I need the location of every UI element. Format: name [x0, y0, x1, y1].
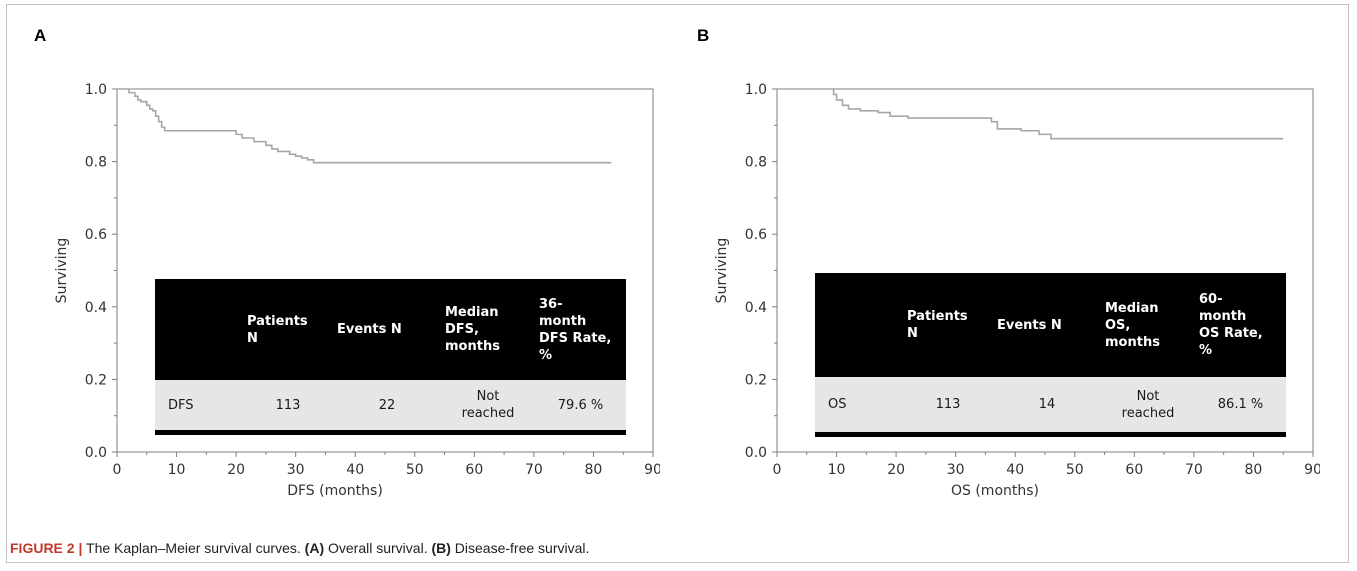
- y-axis-title: Surviving: [54, 238, 70, 304]
- dfs-summary-table: Patients N Events N Median DFS, months 3…: [155, 279, 626, 435]
- table-header-row: Patients N Events N Median OS, months 60…: [815, 273, 1286, 377]
- y-tick-label: 0.4: [85, 300, 107, 316]
- os-summary-table: Patients N Events N Median OS, months 60…: [815, 273, 1286, 437]
- x-tick-label: 90: [644, 462, 660, 478]
- panel-letter-a: A: [34, 26, 47, 45]
- x-tick-label: 80: [585, 462, 603, 478]
- table-header-events: Events N: [993, 273, 1101, 377]
- y-tick-label: 0.6: [85, 227, 107, 243]
- dfs-survival-curve: [122, 88, 612, 164]
- y-tick-label: 0.2: [85, 372, 107, 388]
- table-row: OS 113 14 Not reached 86.1 %: [815, 377, 1286, 432]
- table-header-events: Events N: [333, 279, 441, 380]
- panel-a: A 0.0 0.2 0.4 0.6 0.8 1.0 0 10 20 30 40 50 60 70 80 90 D…: [0, 0, 660, 520]
- caption-ref-a: (A): [304, 540, 325, 556]
- x-tick-label: 50: [406, 462, 424, 478]
- x-tick-label: 70: [1185, 462, 1203, 478]
- y-tick-label: 1.0: [745, 82, 767, 98]
- figure-caption: FIGURE 2 | The Kaplan–Meier survival cur…: [10, 540, 589, 556]
- table-bottom-rule: [815, 432, 1286, 437]
- table-cell-rate: 79.6 %: [535, 380, 626, 430]
- table-header-patients: Patients N: [903, 273, 993, 377]
- x-tick-label: 80: [1245, 462, 1263, 478]
- caption-text-2: Overall survival.: [324, 540, 432, 556]
- table-header-row: Patients N Events N Median DFS, months 3…: [155, 279, 626, 380]
- table-cell-patients: 113: [903, 377, 993, 432]
- caption-label: FIGURE 2 |: [10, 540, 83, 556]
- caption-ref-b: (B): [431, 540, 451, 556]
- table-header-patients: Patients N: [243, 279, 333, 380]
- km-plot-dfs: 0.0 0.2 0.4 0.6 0.8 1.0 0 10 20 30 40 50 60 70 80 90 DFS…: [54, 82, 660, 499]
- table-cell-events: 22: [333, 380, 441, 430]
- table-bottom-rule: [155, 430, 626, 435]
- km-plot-os: 0.0 0.2 0.4 0.6 0.8 1.0 0 10 20 30 40 50 60 70 80 90 OS …: [714, 82, 1320, 499]
- table-cell-events: 14: [993, 377, 1101, 432]
- table-header-median: Median DFS, months: [441, 279, 535, 380]
- table-cell-median: Not reached: [441, 380, 535, 430]
- x-tick-label: 0: [773, 462, 782, 478]
- table-header-blank: [155, 279, 243, 380]
- figure-frame: [6, 4, 1349, 563]
- y-tick-label: 1.0: [85, 82, 107, 98]
- table-cell-median: Not reached: [1101, 377, 1195, 432]
- x-tick-label: 0: [113, 462, 122, 478]
- table-header-rate: 36- month DFS Rate, %: [535, 279, 626, 380]
- y-tick-label: 0.4: [745, 300, 767, 316]
- y-tick-label: 0.0: [745, 445, 767, 461]
- table-cell-endpoint: OS: [815, 377, 903, 432]
- x-tick-label: 10: [168, 462, 186, 478]
- table-header-blank: [815, 273, 903, 377]
- y-tick-label: 0.6: [745, 227, 767, 243]
- x-axis-title: DFS (months): [287, 483, 383, 499]
- table-cell-endpoint: DFS: [155, 380, 243, 430]
- x-tick-label: 30: [947, 462, 965, 478]
- caption-text-3: Disease-free survival.: [450, 540, 590, 556]
- x-tick-label: 50: [1066, 462, 1084, 478]
- y-tick-label: 0.2: [745, 372, 767, 388]
- x-tick-label: 20: [227, 462, 245, 478]
- y-axis-title: Surviving: [714, 238, 730, 304]
- x-tick-label: 40: [1006, 462, 1024, 478]
- x-tick-label: 60: [1125, 462, 1143, 478]
- table-cell-rate: 86.1 %: [1195, 377, 1286, 432]
- caption-text-1: The Kaplan–Meier survival curves.: [82, 540, 305, 556]
- x-tick-label: 60: [465, 462, 483, 478]
- x-axis-title: OS (months): [951, 483, 1039, 499]
- table-row: DFS 113 22 Not reached 79.6 %: [155, 380, 626, 430]
- x-tick-label: 30: [287, 462, 305, 478]
- x-tick-label: 90: [1304, 462, 1320, 478]
- x-tick-label: 70: [525, 462, 543, 478]
- table-header-median: Median OS, months: [1101, 273, 1195, 377]
- x-tick-label: 10: [828, 462, 846, 478]
- y-tick-label: 0.8: [745, 155, 767, 171]
- os-survival-curve: [830, 88, 1284, 140]
- x-tick-label: 20: [887, 462, 905, 478]
- y-tick-label: 0.0: [85, 445, 107, 461]
- panel-letter-b: B: [697, 26, 710, 45]
- y-tick-label: 0.8: [85, 155, 107, 171]
- panel-b: B 0.0 0.2 0.4 0.6 0.8 1.0 0 10 20 30 40 50 60 70 80 90 O…: [660, 0, 1320, 520]
- table-cell-patients: 113: [243, 380, 333, 430]
- x-tick-label: 40: [346, 462, 364, 478]
- table-header-rate: 60- month OS Rate, %: [1195, 273, 1286, 377]
